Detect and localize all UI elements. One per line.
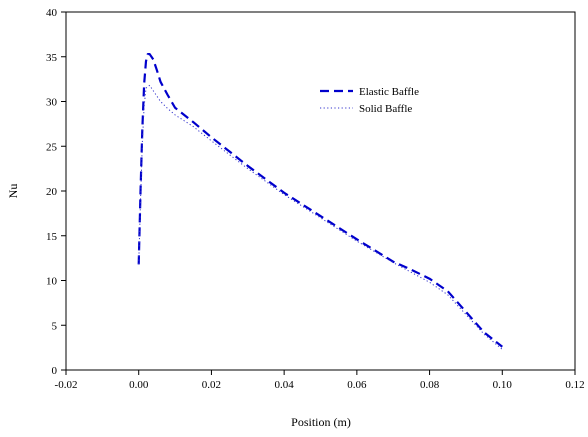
- legend-label-1: Elastic Baffle: [359, 86, 419, 98]
- y-axis-label: Nu: [6, 184, 20, 199]
- x-tick-label: 0.08: [420, 379, 440, 391]
- x-tick-label: 0.00: [129, 379, 149, 391]
- y-tick-label: 25: [46, 141, 58, 153]
- y-tick-label: 15: [46, 231, 58, 243]
- y-tick-label: 10: [46, 276, 58, 288]
- legend-label-2: Solid Baffle: [359, 103, 412, 115]
- y-tick-label: 30: [46, 97, 58, 109]
- y-tick-label: 40: [46, 7, 58, 19]
- series-group: [137, 52, 503, 350]
- x-tick-label: 0.02: [202, 379, 221, 391]
- y-tick-label: 20: [46, 186, 58, 198]
- legend: Elastic Baffle Solid Baffle: [320, 86, 419, 115]
- axes-group: -0.02 0.00 0.02 0.04 0.06 0.08 0.10 0.12 0 5 10 15 2…: [46, 7, 585, 391]
- x-tick-label: -0.02: [55, 379, 78, 391]
- series-line-1: [137, 52, 503, 348]
- axis-labels-group: Position (m) Nu: [6, 184, 351, 429]
- x-tick-label: 0.04: [275, 379, 295, 391]
- y-tick-label: 5: [52, 320, 58, 332]
- y-tick-label: 35: [46, 52, 58, 64]
- x-tick-label: 0.06: [347, 379, 367, 391]
- y-tick-label: 0: [52, 365, 58, 377]
- x-axis-label: Position (m): [291, 415, 351, 429]
- x-tick-label: 0.12: [565, 379, 584, 391]
- x-tick-label: 0.10: [493, 379, 513, 391]
